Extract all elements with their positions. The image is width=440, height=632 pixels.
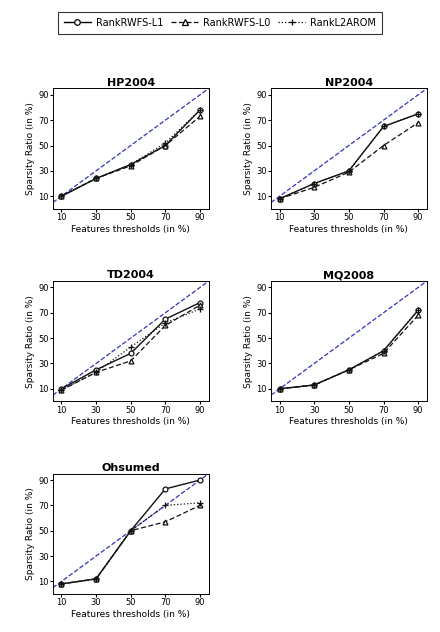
X-axis label: Features thresholds (in %): Features thresholds (in %) — [71, 417, 190, 427]
Y-axis label: Sparsity Ratio (in %): Sparsity Ratio (in %) — [244, 295, 253, 387]
Title: NP2004: NP2004 — [325, 78, 373, 88]
Title: Ohsumed: Ohsumed — [101, 463, 160, 473]
X-axis label: Features thresholds (in %): Features thresholds (in %) — [71, 610, 190, 619]
Y-axis label: Sparsity Ratio (in %): Sparsity Ratio (in %) — [26, 487, 35, 580]
Title: HP2004: HP2004 — [106, 78, 155, 88]
Legend: RankRWFS-L1, RankRWFS-L0, RankL2AROM: RankRWFS-L1, RankRWFS-L0, RankL2AROM — [58, 13, 382, 34]
Title: MQ2008: MQ2008 — [323, 270, 374, 281]
X-axis label: Features thresholds (in %): Features thresholds (in %) — [290, 225, 408, 234]
Y-axis label: Sparsity Ratio (in %): Sparsity Ratio (in %) — [26, 102, 35, 195]
Title: TD2004: TD2004 — [107, 270, 154, 281]
Y-axis label: Sparsity Ratio (in %): Sparsity Ratio (in %) — [244, 102, 253, 195]
X-axis label: Features thresholds (in %): Features thresholds (in %) — [290, 417, 408, 427]
X-axis label: Features thresholds (in %): Features thresholds (in %) — [71, 225, 190, 234]
Y-axis label: Sparsity Ratio (in %): Sparsity Ratio (in %) — [26, 295, 35, 387]
